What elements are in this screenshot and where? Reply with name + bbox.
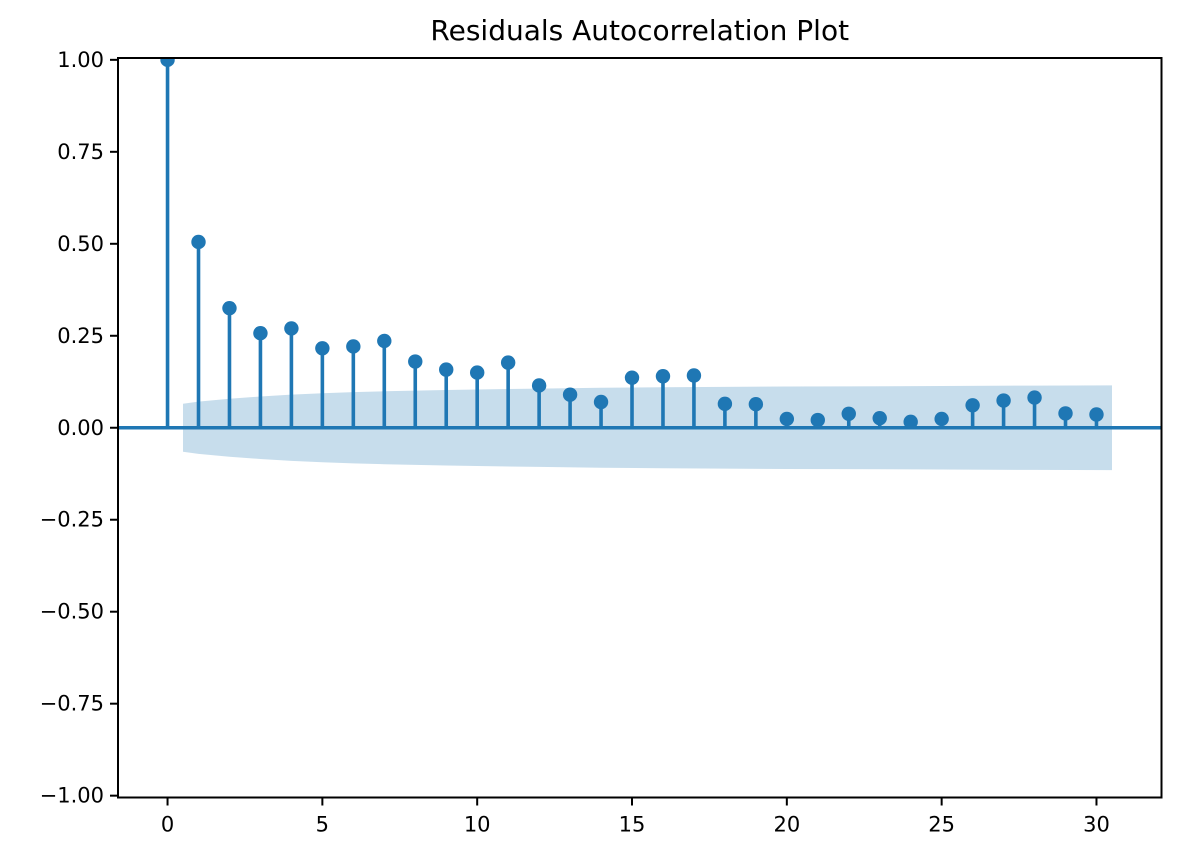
acf-marker-lag-27	[996, 393, 1011, 408]
y-tick-label-7: −0.75	[40, 692, 104, 716]
acf-marker-lag-17	[686, 368, 702, 383]
y-tick-label-6: −0.50	[40, 600, 104, 624]
x-tick-label-0: 0	[161, 813, 174, 837]
x-tick-label-25: 25	[928, 813, 955, 837]
acf-marker-lag-28	[1027, 390, 1042, 405]
x-tick-label-10: 10	[464, 813, 491, 837]
acf-marker-lag-2	[222, 300, 237, 316]
acf-marker-lag-30	[1089, 407, 1104, 422]
x-tick-label-5: 5	[316, 813, 329, 837]
y-tick-label-0: 1.00	[57, 48, 104, 72]
acf-marker-lag-10	[469, 365, 485, 380]
x-tick-label-30: 30	[1083, 813, 1110, 837]
stem-layer	[118, 58, 1162, 430]
acf-marker-lag-7	[377, 333, 392, 349]
acf-marker-lag-5	[315, 341, 330, 356]
acf-marker-lag-21	[810, 412, 825, 428]
y-tick-label-3: 0.25	[57, 324, 104, 348]
acf-marker-lag-22	[841, 406, 856, 421]
acf-marker-lag-12	[531, 378, 547, 393]
acf-marker-lag-26	[965, 398, 980, 413]
acf-marker-lag-23	[872, 410, 887, 426]
acf-marker-lag-24	[903, 414, 918, 430]
acf-marker-lag-4	[284, 321, 299, 336]
acf-marker-lag-9	[439, 362, 454, 377]
y-tick-label-1: 0.75	[57, 140, 104, 164]
x-tick-label-20: 20	[773, 813, 800, 837]
acf-marker-lag-16	[655, 369, 671, 384]
acf-marker-lag-3	[253, 325, 268, 341]
acf-marker-lag-8	[408, 354, 423, 369]
acf-marker-lag-29	[1058, 406, 1073, 421]
y-tick-label-8: −1.00	[40, 784, 104, 808]
acf-marker-lag-11	[500, 355, 516, 370]
acf-marker-lag-15	[624, 370, 640, 385]
acf-marker-lag-20	[779, 411, 795, 427]
x-tick-label-15: 15	[619, 813, 646, 837]
acf-marker-lag-0	[160, 58, 175, 68]
y-tick-label-4: 0.00	[57, 416, 104, 440]
acf-marker-lag-25	[934, 411, 949, 427]
y-tick-label-2: 0.50	[57, 232, 104, 256]
chart-title: Residuals Autocorrelation Plot	[430, 14, 849, 47]
y-tick-label-5: −0.25	[40, 508, 104, 532]
acf-marker-lag-14	[593, 394, 609, 410]
acf-marker-lag-6	[346, 339, 361, 354]
acf-marker-lag-13	[562, 387, 578, 402]
acf-marker-lag-19	[748, 397, 764, 412]
acf-marker-lag-18	[717, 396, 733, 412]
axes-layer: 0 5 10 15 20 25 30 1.00 0.75 0.50 0.25 0.00 −0.25 −0.…	[40, 48, 1163, 837]
acf-marker-lag-1	[191, 234, 206, 250]
